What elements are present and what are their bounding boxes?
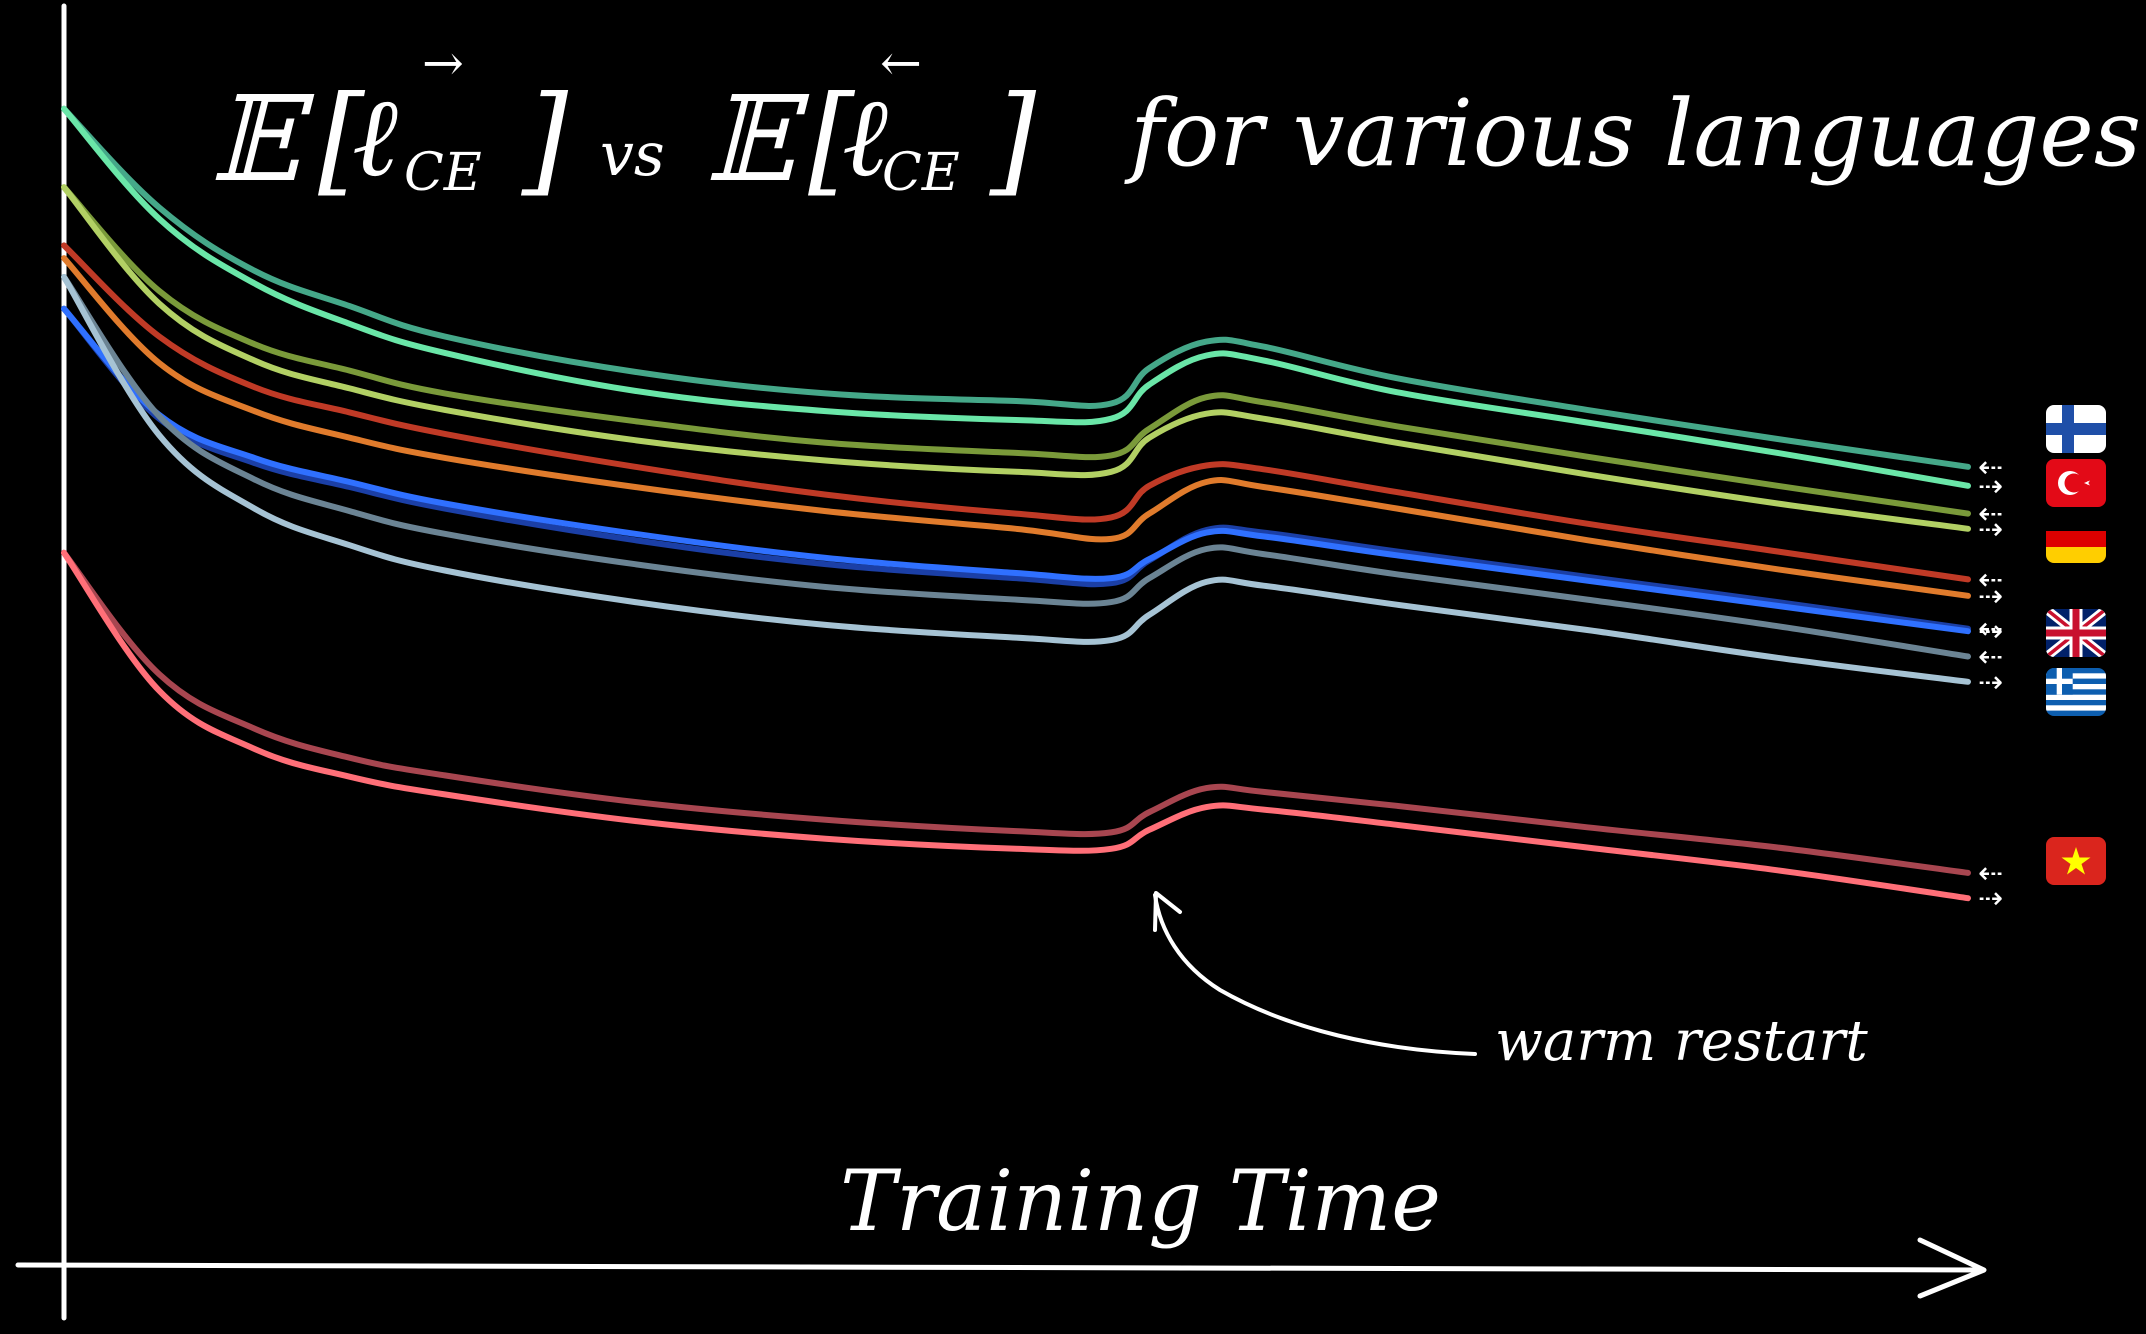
series-line-el-forward [61, 274, 1971, 685]
title-vs: vs [600, 120, 665, 190]
title-bracket-forward-open: [ [318, 70, 366, 208]
direction-arrow-tr-backward: ⇠ [1978, 497, 2003, 532]
flag-germany-icon [2046, 515, 2106, 563]
series-line-de-backward [61, 242, 1971, 583]
direction-arrow-de-backward: ⇠ [1978, 562, 2003, 597]
title-bracket-backward-open: [ [808, 70, 856, 208]
direction-arrow-fi-forward: ⇢ [1978, 469, 2003, 504]
warm-restart-label: warm restart [1495, 1009, 1868, 1074]
title-expectation-forward: 𝔼 [210, 70, 315, 208]
direction-arrow-el-forward: ⇢ [1978, 665, 2003, 700]
flags [2046, 405, 2106, 885]
flag-finland-icon [2046, 405, 2106, 453]
direction-arrow-de-forward: ⇢ [1978, 579, 2003, 614]
direction-arrow-vi-backward: ⇠ [1978, 856, 2003, 891]
x-axis [15, 1262, 1985, 1273]
title-suffix: for various languages [1124, 80, 2141, 187]
series-line-fi-backward [61, 105, 1971, 470]
series-line-en-backward [61, 305, 1971, 632]
direction-arrow-en-backward: ⇠ [1978, 612, 2003, 647]
direction-arrow-tr-forward: ⇢ [1978, 512, 2003, 547]
warm-restart-annotation: warm restart [1153, 891, 1868, 1074]
warm-restart-arrowhead [1153, 891, 1182, 932]
direction-arrow-el-backward: ⇠ [1978, 640, 2003, 675]
series-line-el-backward [61, 274, 1971, 660]
series-layer [61, 105, 1971, 902]
direction-arrows: ⇠⇢⇠⇢⇠⇢⇠⇢⇠⇢⇠⇢ [1978, 450, 2003, 916]
flag-greece-icon [2046, 668, 2106, 716]
flag-uk-icon [2046, 609, 2106, 657]
title-bracket-forward-close: ] [520, 70, 569, 208]
series-line-tr-backward [61, 184, 1971, 517]
series-line-vi-backward [61, 549, 1971, 876]
title-ell-backward: ℓ [842, 73, 888, 201]
title-sub-backward: CE [882, 143, 960, 203]
title-sub-forward: CE [404, 143, 482, 203]
flag-vietnam-icon [2046, 837, 2106, 885]
x-axis-label: Training Time [840, 1152, 1441, 1250]
warm-restart-arrow [1153, 893, 1477, 1056]
title-arrow-backward: ← [880, 34, 922, 92]
series-line-tr-forward [61, 184, 1971, 532]
flag-turkey-icon [2046, 459, 2106, 507]
series-line-vi-forward [61, 549, 1971, 902]
series-line-fi-forward [61, 105, 1971, 489]
title-ell-forward: ℓ [352, 73, 398, 201]
direction-arrow-fi-backward: ⇠ [1978, 450, 2003, 485]
chart-title: 𝔼 [ ℓ → CE ] vs 𝔼 [ ℓ ← CE ] for various… [210, 34, 2141, 208]
title-bracket-backward-close: ] [988, 70, 1037, 208]
series-line-en-forward [61, 305, 1971, 635]
direction-arrow-en-forward: ⇢ [1978, 614, 2003, 649]
x-axis-arrowhead [1917, 1237, 1987, 1299]
title-arrow-forward: → [422, 34, 464, 92]
direction-arrow-vi-forward: ⇢ [1978, 881, 2003, 916]
axes [15, 3, 1987, 1321]
series-line-de-forward [61, 255, 1971, 599]
title-expectation-backward: 𝔼 [705, 70, 810, 208]
